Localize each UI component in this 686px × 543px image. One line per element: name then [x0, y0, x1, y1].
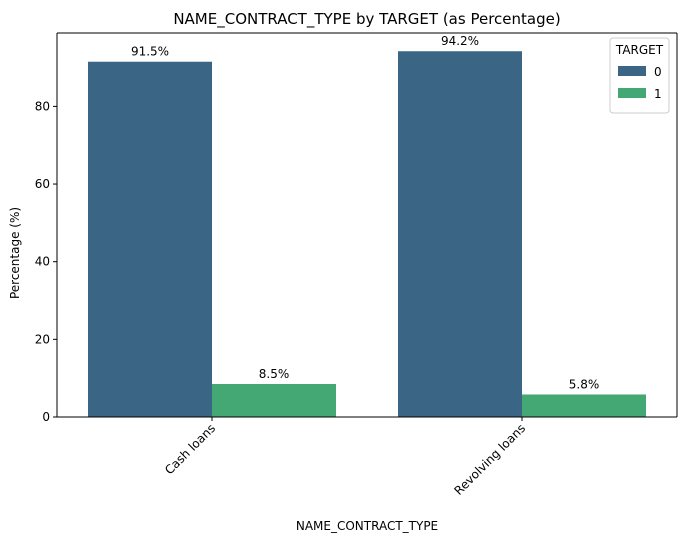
data-label: 94.2% — [441, 34, 479, 48]
legend-label-1: 1 — [654, 87, 662, 101]
legend-swatch-1 — [618, 88, 646, 98]
data-label: 8.5% — [259, 367, 290, 381]
chart-title: NAME_CONTRACT_TYPE by TARGET (as Percent… — [173, 10, 560, 29]
legend-label-0: 0 — [654, 65, 662, 79]
y-tick-label: 60 — [35, 177, 50, 191]
x-axis-label: NAME_CONTRACT_TYPE — [296, 519, 438, 533]
data-label: 5.8% — [569, 377, 600, 391]
bar-series-0-1 — [398, 51, 522, 417]
y-axis-label: Percentage (%) — [8, 207, 22, 299]
plot-area: 91.5% 94.2% 8.5% 5.8% 0 20 40 60 80 Cash loans Rev… — [35, 32, 678, 498]
legend-title: TARGET — [615, 43, 664, 57]
x-tick-label: Revolving loans — [452, 421, 529, 498]
legend: TARGET 0 1 — [609, 37, 670, 114]
bar-series-1-1 — [522, 394, 646, 417]
y-tick-label: 0 — [42, 410, 50, 424]
y-tick-label: 80 — [35, 99, 50, 113]
data-label: 91.5% — [131, 45, 169, 59]
y-tick-label: 20 — [35, 332, 50, 346]
x-tick-label: Cash loans — [162, 421, 218, 477]
legend-swatch-0 — [618, 66, 646, 76]
bar-series-1-0 — [212, 383, 336, 417]
y-tick-label: 40 — [35, 255, 50, 269]
bar-series-0-0 — [88, 61, 212, 417]
